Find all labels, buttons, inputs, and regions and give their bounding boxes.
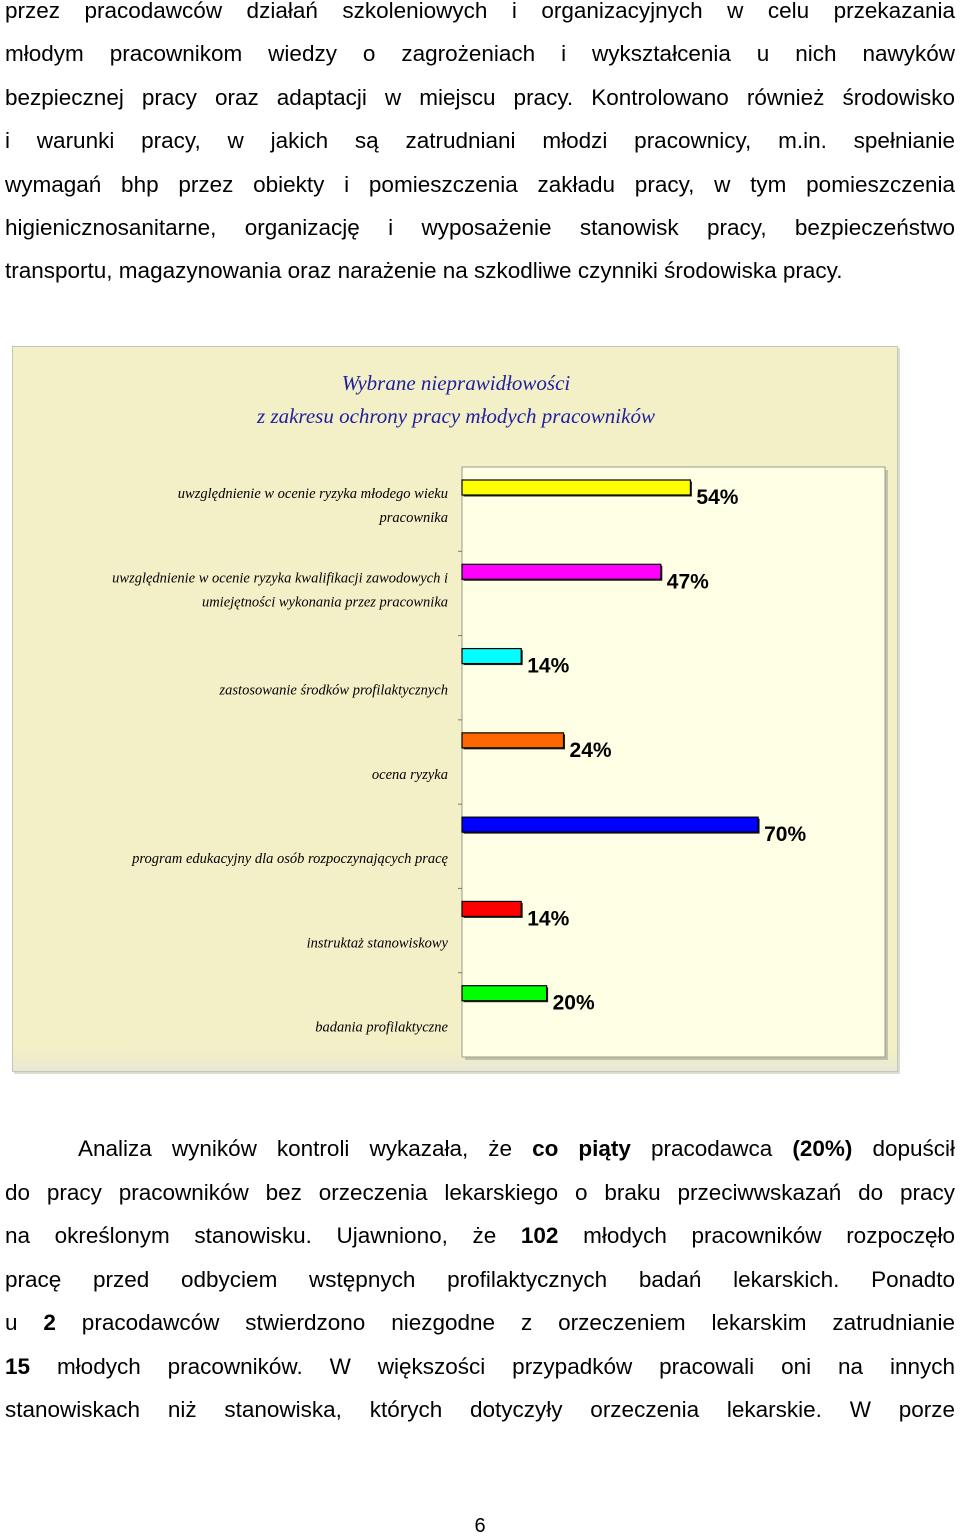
text-fragment: pracodawców stwierdzono niezgodne z orze… (55, 1310, 955, 1335)
bar (461, 985, 548, 1002)
text-fragment: młodych pracowników rozpoczęło (558, 1223, 955, 1248)
category-label: instruktaż stanowiskowy (307, 935, 449, 951)
plot-area (461, 466, 886, 1058)
bar-chart: Wybrane nieprawidłowości z zakresu ochron… (112, 371, 888, 1060)
category-label: umiejętności wykonania przez pracownika (202, 594, 448, 610)
text-fragment: młodych pracowników. W większości przypa… (30, 1354, 955, 1379)
paragraph-line: do pracy pracowników bez orzeczenia leka… (5, 1178, 955, 1208)
text-fragment: do pracy pracowników bez orzeczenia leka… (5, 1180, 955, 1205)
bar (461, 732, 565, 749)
bar (461, 816, 759, 833)
text-fragment: pracę przed odbyciem wstępnych profilakt… (5, 1267, 955, 1292)
data-label: 24% (570, 739, 612, 762)
bar (461, 647, 522, 665)
text-fragment: na określonym stanowisku. Ujawniono, że (5, 1223, 521, 1248)
paragraph-line: na określonym stanowisku. Ujawniono, że … (5, 1221, 955, 1251)
paragraph-line: 15 młodych pracowników. W większości prz… (5, 1352, 955, 1382)
data-label: 20% (553, 992, 595, 1015)
bar (461, 479, 692, 496)
bold-fragment: 2 (43, 1310, 56, 1335)
paragraph-line: bezpiecznej pracy oraz adaptacji w miejs… (5, 85, 955, 110)
category-label: zastosowanie środków profilaktycznych (219, 683, 449, 699)
text-fragment: u (5, 1310, 44, 1335)
category-label: uwzględnienie w ocenie ryzyka młodego wi… (178, 486, 448, 502)
paragraph-line: stanowiskach niż stanowiska, których dot… (5, 1395, 955, 1425)
category-label: pracownika (379, 510, 448, 526)
paragraph-line: Analiza wyników kontroli wykazała, że co… (78, 1134, 955, 1164)
category-label: badania profilaktyczne (315, 1020, 448, 1036)
text-fragment: pracodawca (630, 1136, 793, 1161)
chart-title-line: z zakresu ochrony pracy młodych pracowni… (256, 404, 655, 428)
chart-frame: Wybrane nieprawidłowości z zakresu ochron… (12, 346, 898, 1072)
data-label: 47% (667, 570, 709, 593)
data-label: 14% (527, 655, 569, 678)
text-fragment: Analiza wyników kontroli wykazała, że (78, 1136, 533, 1161)
data-label: 70% (764, 823, 806, 846)
bar (461, 563, 662, 580)
bold-fragment: 102 (520, 1223, 559, 1248)
paragraph-line: i warunki pracy, w jakich są zatrudniani… (5, 128, 955, 153)
text-fragment: dopuścił (852, 1136, 956, 1161)
paragraph-line: przez pracodawców działań szkoleniowych … (5, 0, 955, 23)
category-label: uwzględnienie w ocenie ryzyka kwalifikac… (112, 570, 448, 586)
data-label: 14% (527, 907, 569, 930)
chart-title-line: Wybrane nieprawidłowości (342, 371, 571, 395)
data-label: 54% (696, 486, 738, 509)
paragraph-line: higienicznosanitarne, organizację i wypo… (5, 215, 955, 240)
paragraph-line: młodym pracownikom wiedzy o zagrożeniach… (5, 41, 955, 66)
paragraph-line: pracę przed odbyciem wstępnych profilakt… (5, 1265, 955, 1295)
bold-fragment: co piąty (532, 1136, 631, 1161)
bold-fragment: (20%) (792, 1136, 853, 1161)
text-fragment: stanowiskach niż stanowiska, których dot… (5, 1397, 955, 1422)
bold-fragment: 15 (5, 1354, 31, 1379)
paragraph-line: u 2 pracodawców stwierdzono niezgodne z … (5, 1308, 955, 1338)
paragraph-line: wymagań bhp przez obiekty i pomieszczeni… (5, 172, 955, 197)
page-number: 6 (474, 1515, 486, 1537)
bar (461, 900, 522, 918)
category-label: program edukacyjny dla osób rozpoczynają… (131, 851, 448, 867)
paragraph-line: transportu, magazynowania oraz narażenie… (5, 258, 843, 283)
category-label: ocena ryzyka (372, 767, 448, 783)
